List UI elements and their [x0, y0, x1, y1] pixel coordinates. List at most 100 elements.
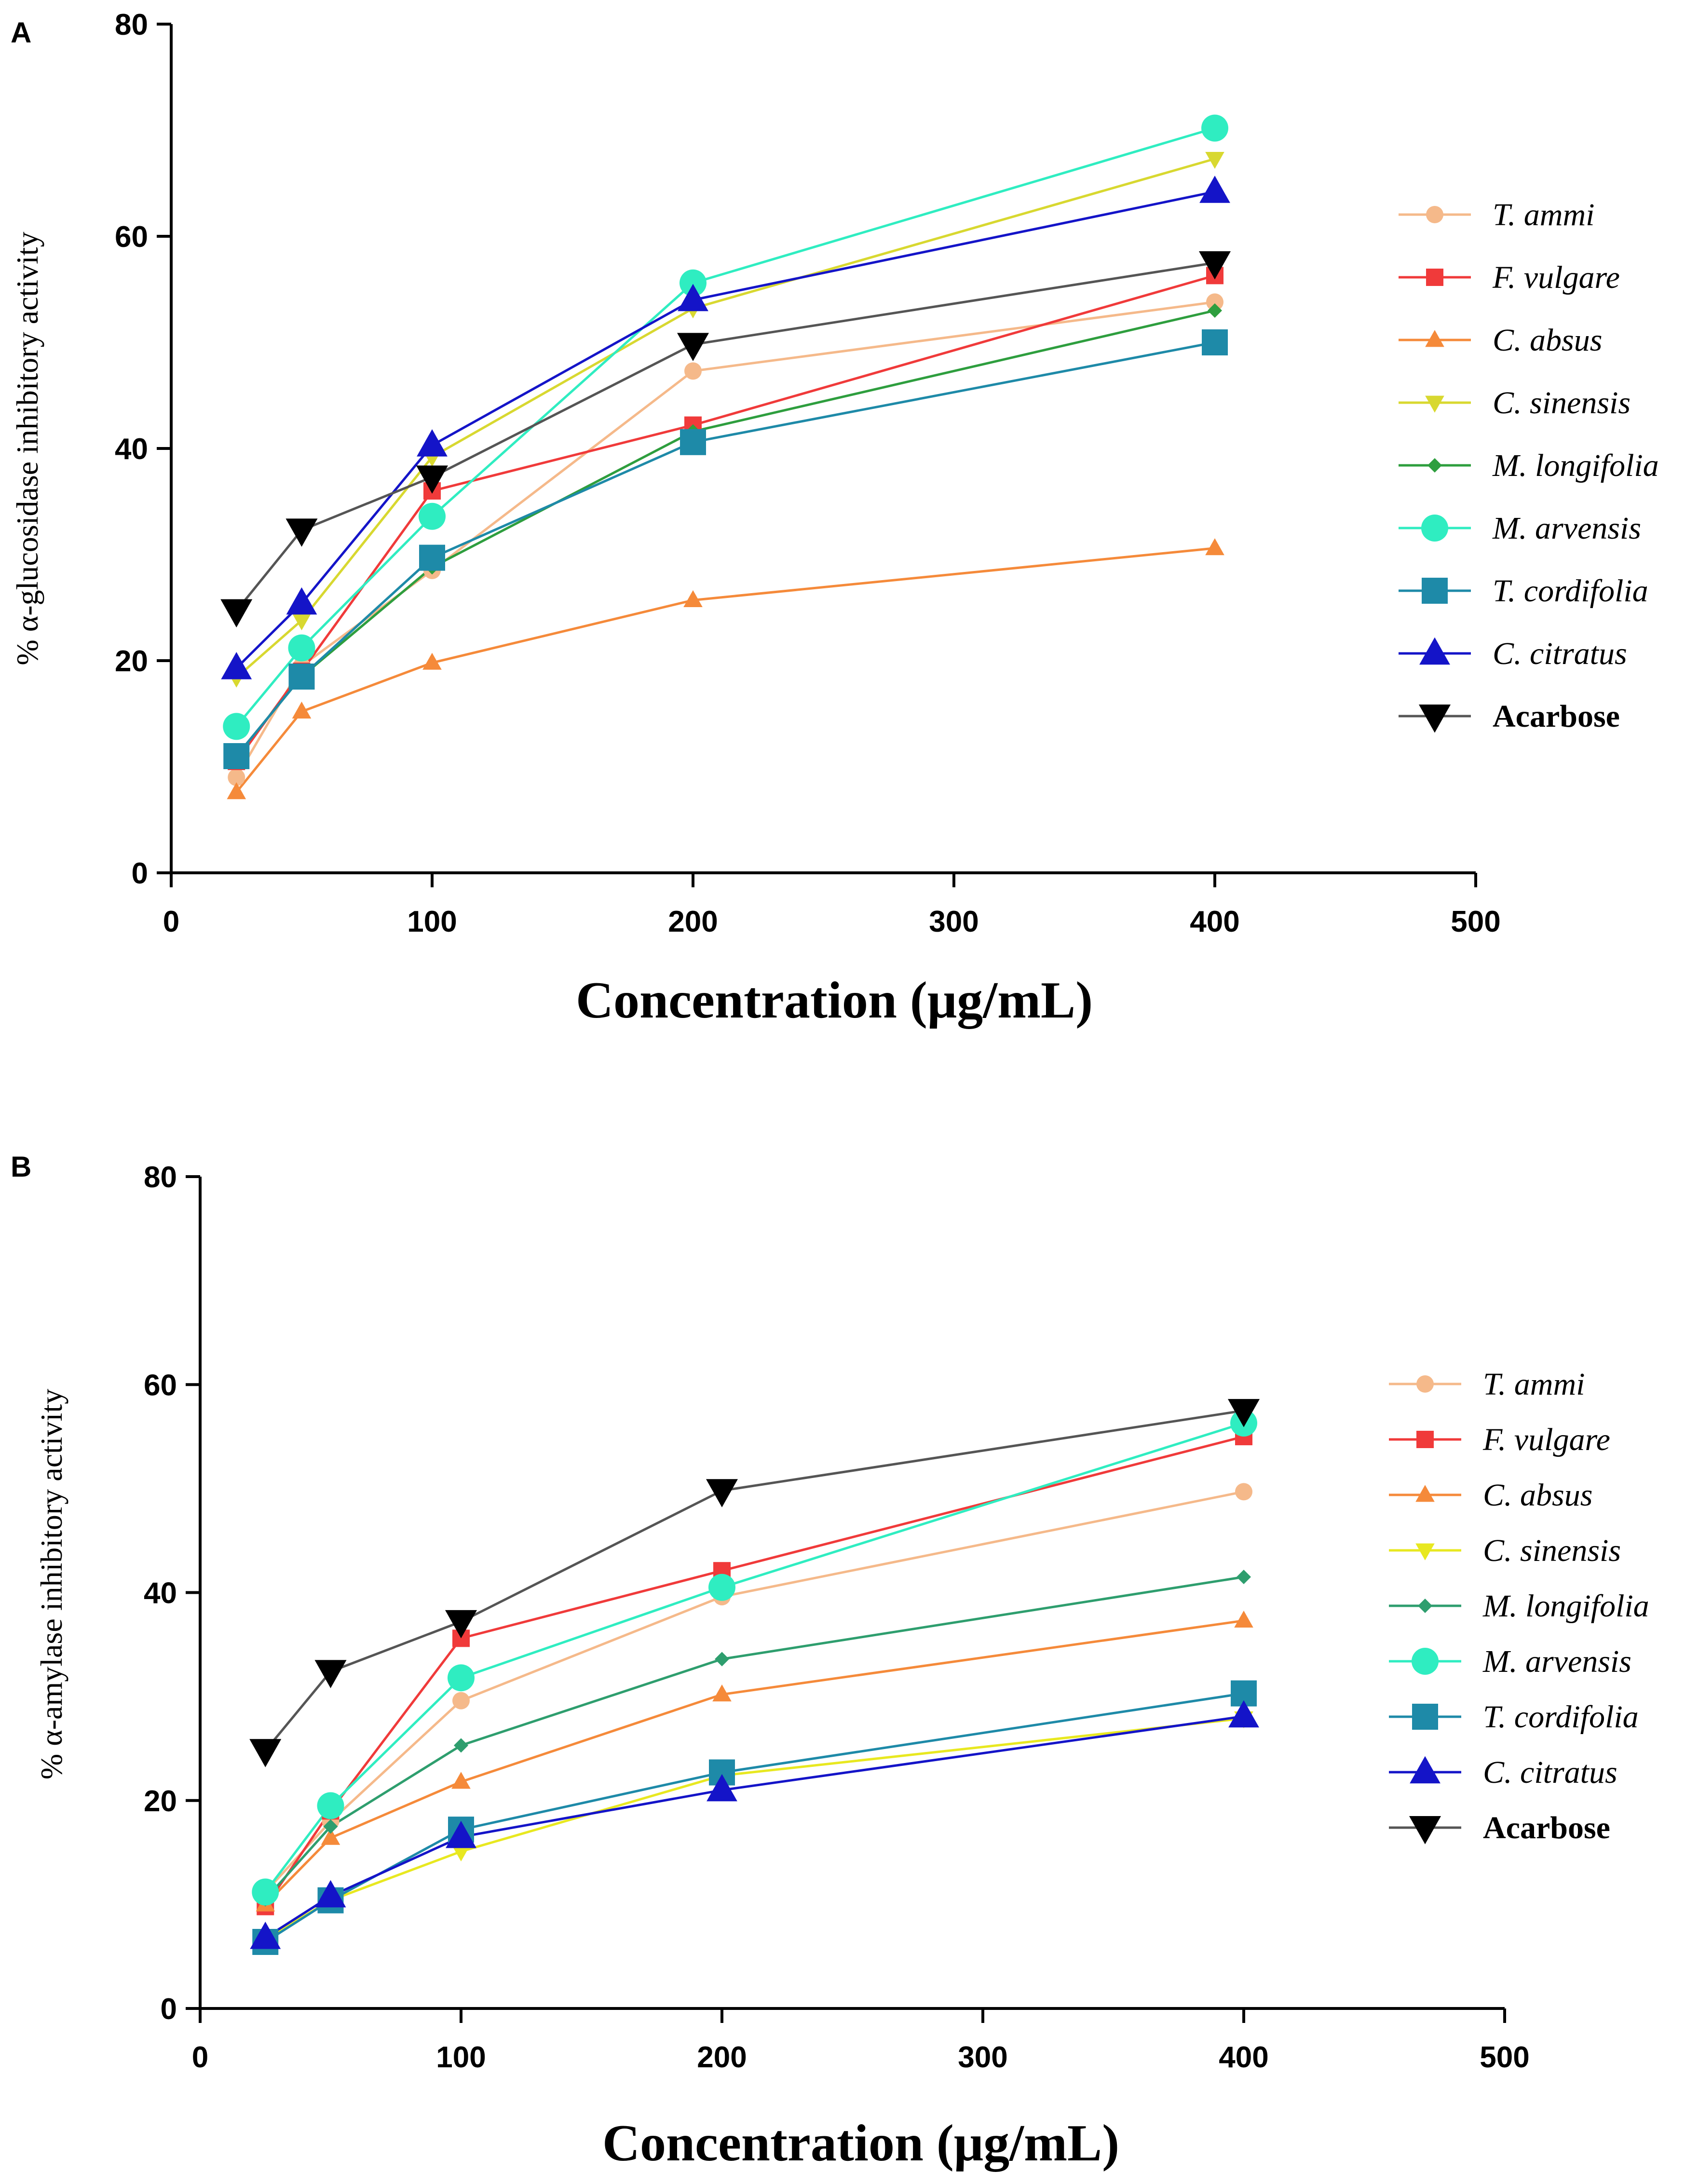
data-point-t-cordifolia — [680, 429, 706, 455]
legend-label-c-absus: C. absus — [1483, 1478, 1592, 1513]
data-point-m-longifolia — [454, 1738, 468, 1753]
y-tick-label: 40 — [144, 1577, 177, 1610]
legend-marker-t-ammi — [1416, 1375, 1434, 1393]
data-point-c-absus — [1205, 538, 1224, 556]
x-tick-label: 300 — [929, 905, 979, 938]
legend-marker-f-vulgare — [1416, 1431, 1434, 1448]
x-tick-label: 400 — [1219, 2041, 1268, 2074]
data-point-m-longifolia — [1237, 1570, 1251, 1585]
panel-b-ticks: 0 100 200 300 400 500 0 20 40 60 80 — [144, 1161, 1530, 2074]
data-point-m-longifolia — [323, 1819, 338, 1834]
y-tick-label: 0 — [161, 1993, 177, 2026]
data-point-t-ammi — [1206, 293, 1223, 311]
legend-label-f-vulgare: F. vulgare — [1482, 1422, 1610, 1457]
data-point-t-ammi — [452, 1692, 470, 1709]
panel-letter: B — [11, 1151, 31, 1183]
legend-label-m-arvensis: M. arvensis — [1492, 511, 1641, 546]
data-point-c-absus — [321, 1828, 340, 1845]
legend-label-c-citratus: C. citratus — [1483, 1755, 1617, 1790]
legend-marker-c-citratus — [1419, 637, 1450, 665]
panel-a-legend: T. ammi F. vulgare C. absus C. sinensis M. l… — [1399, 197, 1659, 734]
data-point-c-absus — [683, 590, 703, 607]
legend-label-acarbose: Acarbose — [1493, 699, 1620, 734]
data-point-m-arvensis — [419, 502, 446, 530]
legend-marker-acarbose — [1419, 705, 1451, 733]
x-tick-label: 300 — [958, 2041, 1007, 2074]
data-point-c-citratus — [1199, 176, 1230, 203]
panel-a-series-markers — [220, 114, 1231, 800]
legend-marker-t-ammi — [1426, 206, 1443, 223]
x-axis-title: Concentration (μg/mL) — [576, 972, 1093, 1029]
data-point-acarbose — [445, 1610, 477, 1639]
x-tick-label: 500 — [1480, 2041, 1529, 2074]
legend-marker-t-cordifolia — [1422, 578, 1448, 604]
legend-marker-t-cordifolia — [1412, 1704, 1438, 1730]
data-point-c-citratus — [417, 429, 448, 457]
legend-label-c-citratus: C. citratus — [1493, 636, 1627, 671]
legend-label-t-cordifolia: T. cordifolia — [1483, 1699, 1639, 1735]
data-point-c-sinensis — [1205, 152, 1224, 169]
data-point-m-arvensis — [1201, 114, 1228, 142]
legend-marker-c-citratus — [1410, 1756, 1441, 1784]
data-point-m-longifolia — [715, 1652, 729, 1667]
data-point-m-arvensis — [708, 1574, 735, 1601]
data-point-t-ammi — [1235, 1483, 1252, 1501]
data-point-c-absus — [451, 1772, 471, 1789]
panel-letter: A — [11, 16, 31, 49]
y-tick-label: 20 — [144, 1785, 177, 1818]
data-point-c-absus — [227, 782, 246, 800]
legend-label-f-vulgare: F. vulgare — [1492, 260, 1620, 295]
y-tick-label: 60 — [115, 220, 148, 254]
panel-a-ticks: 0 100 200 300 400 500 0 20 40 60 80 — [115, 8, 1501, 938]
legend-label-m-longifolia: M. longifolia — [1492, 448, 1659, 483]
legend-marker-m-longifolia — [1427, 458, 1442, 473]
data-point-c-sinensis — [451, 1845, 471, 1862]
data-point-c-citratus — [707, 1774, 737, 1802]
legend-label-m-longifolia: M. longifolia — [1482, 1588, 1649, 1624]
y-tick-label: 40 — [115, 433, 148, 466]
data-point-m-arvensis — [288, 634, 315, 662]
data-point-t-ammi — [228, 769, 245, 786]
data-point-c-absus — [1234, 1611, 1253, 1628]
x-tick-label: 200 — [668, 905, 718, 938]
data-point-acarbose — [285, 518, 318, 547]
legend-label-c-sinensis: C. sinensis — [1483, 1533, 1621, 1568]
legend-marker-m-longifolia — [1418, 1599, 1432, 1613]
legend-marker-m-arvensis — [1412, 1648, 1439, 1675]
data-point-c-citratus — [678, 284, 708, 312]
y-tick-label: 60 — [144, 1369, 177, 1402]
data-point-acarbose — [416, 465, 448, 494]
legend-marker-c-absus — [1415, 1485, 1435, 1502]
data-point-c-absus — [712, 1684, 732, 1702]
data-point-m-arvensis — [448, 1664, 475, 1692]
data-point-acarbose — [1228, 1399, 1260, 1427]
x-tick-label: 200 — [697, 2041, 747, 2074]
x-tick-label: 100 — [407, 905, 457, 938]
data-point-c-citratus — [250, 1922, 281, 1949]
legend-marker-m-arvensis — [1421, 515, 1448, 542]
data-point-c-citratus — [446, 1820, 476, 1848]
legend-marker-c-sinensis — [1415, 1543, 1435, 1560]
data-point-c-citratus — [315, 1880, 346, 1908]
data-point-acarbose — [677, 333, 709, 361]
data-point-t-cordifolia — [419, 544, 445, 571]
y-tick-label: 0 — [132, 857, 148, 890]
data-point-t-cordifolia — [223, 743, 250, 769]
data-point-m-arvensis — [223, 713, 250, 740]
legend-label-t-ammi: T. ammi — [1483, 1367, 1585, 1402]
data-point-t-cordifolia — [1202, 329, 1228, 355]
legend-label-t-ammi: T. ammi — [1493, 197, 1594, 232]
legend-marker-c-absus — [1425, 330, 1444, 347]
data-point-m-longifolia — [1208, 303, 1222, 318]
data-point-m-arvensis — [680, 269, 707, 297]
panel-b: B 0 100 200 300 400 500 0 20 40 60 80 Concentratio… — [11, 1151, 1649, 2172]
legend-marker-acarbose — [1409, 1816, 1441, 1845]
data-point-acarbose — [1199, 251, 1231, 280]
panel-b-legend: T. ammi F. vulgare C. absus C. sinensis M. l… — [1389, 1367, 1649, 1845]
data-point-acarbose — [706, 1479, 738, 1507]
data-point-c-sinensis — [292, 613, 312, 631]
x-tick-label: 400 — [1190, 905, 1239, 938]
legend-label-c-absus: C. absus — [1493, 323, 1602, 358]
